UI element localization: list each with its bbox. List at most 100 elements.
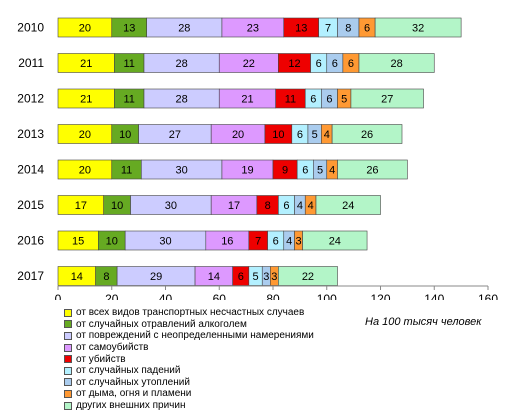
bar-segment (358, 53, 435, 73)
data-label: 30 (176, 165, 188, 177)
data-label: 26 (361, 129, 373, 141)
legend-label: от дыма, огня и пламени (76, 388, 192, 400)
legend-label: других внешних причин (76, 400, 186, 412)
data-label: 4 (324, 129, 330, 141)
x-tick-label: 80 (266, 292, 280, 300)
data-label: 6 (297, 129, 303, 141)
data-label: 29 (150, 271, 162, 283)
legend-item: от дыма, огня и пламени (64, 388, 364, 400)
bar-segment (331, 124, 403, 144)
category-label: 2013 (17, 127, 44, 141)
data-label: 17 (75, 200, 87, 212)
data-label: 6 (310, 94, 316, 106)
data-label: 28 (176, 94, 188, 106)
data-label: 4 (329, 165, 335, 177)
data-label: 30 (159, 236, 171, 248)
category-label: 2017 (17, 269, 44, 283)
data-label: 6 (302, 165, 308, 177)
x-tick-label: 40 (159, 292, 173, 300)
data-label: 20 (232, 129, 244, 141)
bar-segment (350, 88, 424, 109)
legend-item: от повреждений с неопределенными намерен… (64, 330, 364, 342)
legend-swatch (64, 378, 72, 387)
legend-swatch (64, 308, 72, 317)
data-label: 5 (341, 94, 347, 106)
data-label: 21 (241, 94, 253, 106)
data-label: 10 (111, 200, 123, 212)
category-label: 2011 (18, 56, 44, 70)
bar-segment (337, 159, 408, 180)
data-label: 9 (282, 165, 288, 177)
x-tick-label: 100 (317, 292, 337, 300)
legend-swatch (64, 343, 72, 352)
stacked-bar-chart: 2010 20 13 28 23 13 7 8 6 32 2011 21 11 28 22 12 6 6 6 28 20… (17, 17, 498, 300)
legend-label: от случайных утоплений (76, 376, 190, 388)
data-label: 10 (119, 129, 131, 141)
data-label: 8 (265, 200, 271, 212)
legend-item: от самоубийств (64, 342, 364, 354)
data-label: 24 (342, 200, 354, 212)
data-label: 5 (312, 129, 318, 141)
bar-segment (315, 195, 381, 215)
data-label: 6 (326, 94, 332, 106)
data-label: 23 (247, 23, 259, 35)
data-label: 24 (329, 236, 341, 248)
legend-label: от убийств (76, 353, 126, 365)
category-label: 2012 (17, 92, 44, 106)
data-label: 14 (208, 271, 220, 283)
data-label: 10 (106, 236, 118, 248)
data-label: 11 (124, 58, 135, 70)
category-label: 2015 (17, 198, 44, 212)
data-label: 27 (169, 129, 181, 141)
data-label: 6 (332, 58, 338, 70)
data-label: 6 (273, 236, 279, 248)
data-label: 15 (72, 236, 84, 248)
data-label: 8 (103, 271, 109, 283)
legend-label: от повреждений с неопределенными намерен… (76, 330, 314, 342)
data-label: 6 (364, 23, 370, 35)
data-label: 13 (295, 23, 307, 35)
data-label: 22 (302, 271, 314, 283)
data-label: 14 (71, 271, 83, 283)
data-label: 5 (317, 165, 323, 177)
legend-swatch (64, 331, 72, 340)
data-label: 21 (80, 94, 92, 106)
data-label: 6 (283, 200, 289, 212)
data-label: 30 (165, 200, 177, 212)
data-label: 20 (79, 165, 91, 177)
legend-item: других внешних причин (64, 400, 364, 412)
legend-swatch (64, 389, 72, 398)
data-label: 3 (271, 271, 277, 283)
bar-segment (374, 17, 462, 38)
bar-segment (302, 230, 368, 251)
data-label: 20 (79, 23, 91, 35)
category-label: 2010 (17, 21, 44, 35)
x-tick-label: 60 (213, 292, 227, 300)
data-label: 5 (252, 271, 258, 283)
data-label: 21 (80, 58, 92, 70)
legend-label: от всех видов транспортных несчастных сл… (76, 307, 305, 319)
legend-label: от самоубийств (76, 342, 149, 354)
data-label: 12 (288, 58, 300, 70)
x-tick-label: 140 (424, 292, 444, 300)
legend-swatch (64, 320, 72, 329)
data-label: 13 (123, 23, 135, 35)
data-label: 28 (178, 23, 190, 35)
data-label: 22 (243, 58, 255, 70)
data-label: 8 (345, 23, 351, 35)
data-label: 7 (255, 236, 261, 248)
legend-item: от случайных падений (64, 365, 364, 377)
legend-swatch (64, 366, 72, 375)
x-tick-label: 0 (55, 292, 62, 300)
legend-item: от всех видов транспортных несчастных сл… (64, 307, 364, 319)
data-label: 11 (121, 165, 132, 177)
category-label: 2016 (17, 234, 44, 248)
legend-item: от убийств (64, 353, 364, 365)
data-label: 16 (221, 236, 233, 248)
data-label: 3 (295, 236, 301, 248)
data-label: 3 (263, 271, 269, 283)
data-label: 19 (241, 165, 253, 177)
data-label: 7 (325, 23, 331, 35)
data-label: 4 (297, 200, 303, 212)
